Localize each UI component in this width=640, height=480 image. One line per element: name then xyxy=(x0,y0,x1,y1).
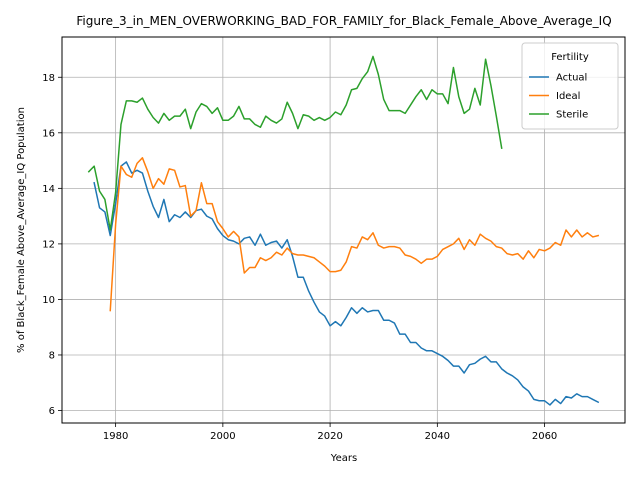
legend-label-sterile: Sterile xyxy=(556,110,588,121)
y-tick-label: 8 xyxy=(49,350,55,361)
legend-title: Fertility xyxy=(551,52,589,63)
x-tick-label: 2060 xyxy=(532,431,557,442)
legend: Fertility Actual Ideal Sterile xyxy=(522,43,618,129)
x-tick-label: 2040 xyxy=(425,431,450,442)
legend-label-ideal: Ideal xyxy=(556,91,580,102)
legend-label-actual: Actual xyxy=(556,73,587,84)
y-tick-label: 14 xyxy=(42,184,55,195)
x-tick-label: 2000 xyxy=(210,431,235,442)
y-tick-label: 6 xyxy=(49,406,55,417)
y-tick-label: 18 xyxy=(42,73,55,84)
y-tick-label: 10 xyxy=(42,295,55,306)
x-tick-label: 1980 xyxy=(103,431,128,442)
x-tick-label: 2020 xyxy=(317,431,342,442)
x-axis-label: Years xyxy=(330,453,357,464)
chart-title: Figure_3_in_MEN_OVERWORKING_BAD_FOR_FAMI… xyxy=(76,14,611,28)
y-axis-label: % of Black_Female Above_Average_IQ Popul… xyxy=(16,107,27,353)
y-tick-label: 12 xyxy=(42,239,55,250)
y-tick-label: 16 xyxy=(42,128,55,139)
